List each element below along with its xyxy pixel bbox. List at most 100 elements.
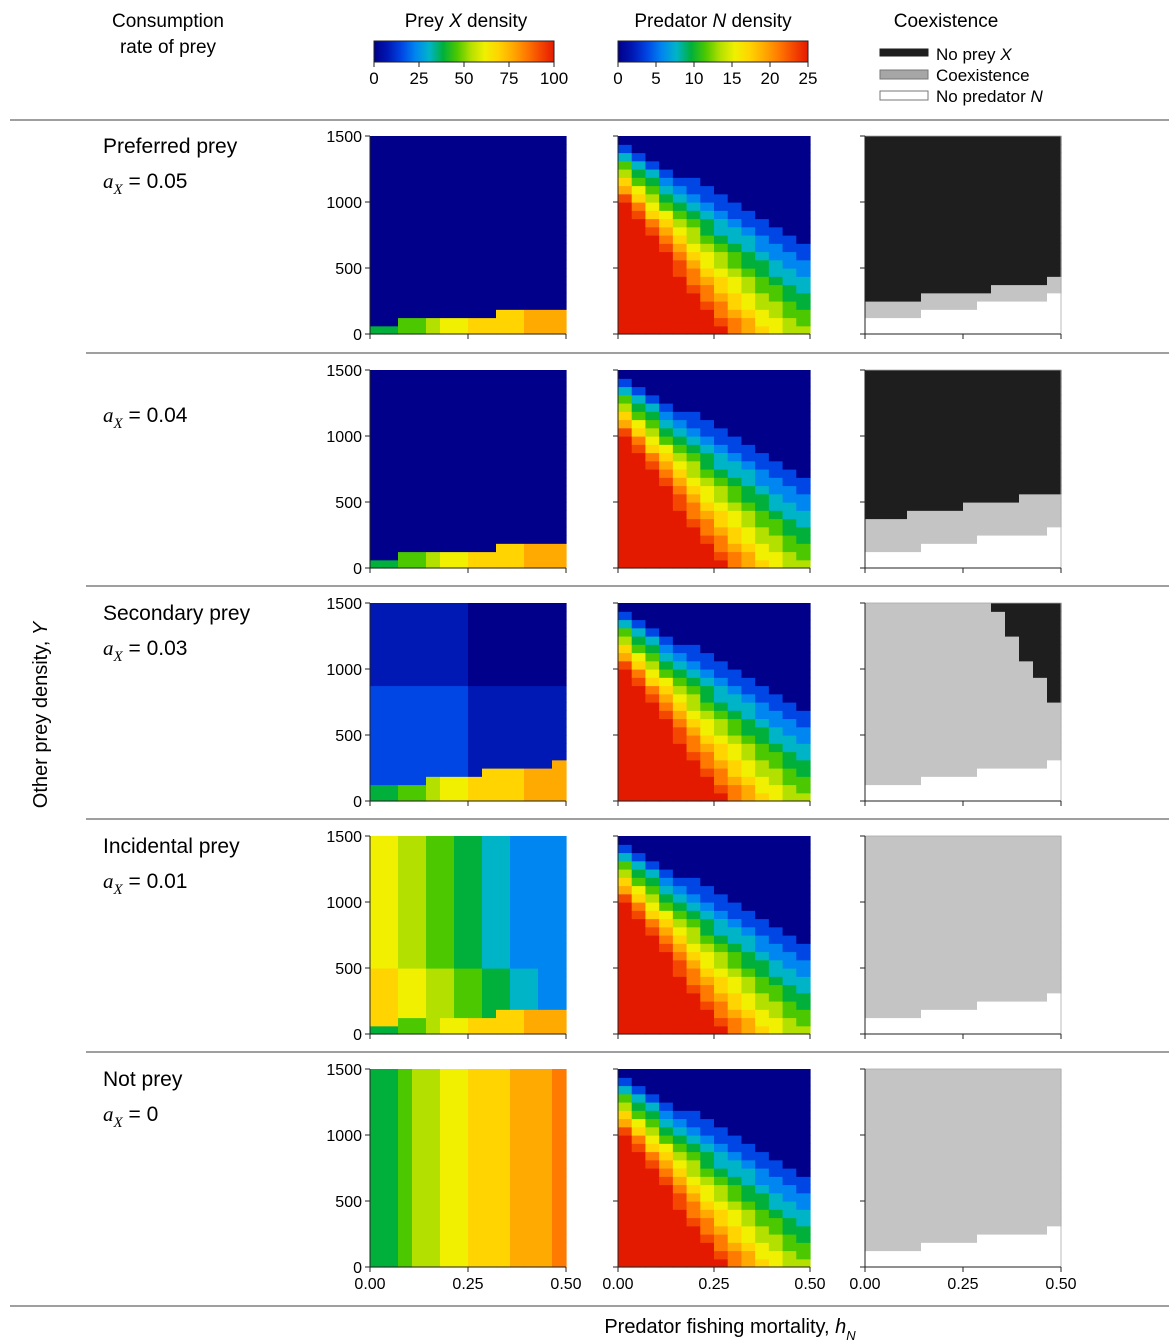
heatmap-cell	[524, 152, 539, 162]
heatmap-cell	[454, 702, 469, 711]
heatmap-cell	[1005, 136, 1020, 145]
heatmap-cell	[510, 935, 525, 944]
heatmap-cell	[412, 325, 427, 335]
heatmap-cell	[921, 776, 936, 786]
heatmap-cell	[686, 1250, 701, 1260]
y-tick-label: 1000	[326, 1128, 362, 1145]
heatmap-cell	[714, 1192, 729, 1202]
heatmap-cell	[440, 1135, 455, 1144]
heatmap-cell	[1005, 852, 1020, 862]
heatmap-cell	[949, 959, 964, 969]
heatmap-cell	[468, 436, 483, 445]
heatmap-cell	[659, 218, 674, 228]
heatmap-cell	[907, 959, 922, 969]
heatmap-cell	[631, 844, 647, 854]
heatmap-cell	[963, 386, 978, 396]
heatmap-cell	[700, 1025, 715, 1035]
heatmap-cell	[454, 403, 469, 412]
heatmap-cell	[727, 226, 743, 236]
heatmap-cell	[755, 251, 770, 261]
heatmap-cell	[768, 1126, 784, 1136]
ax-symbol: a	[103, 636, 114, 660]
heatmap-cell	[538, 411, 553, 421]
heatmap-cell	[631, 877, 647, 887]
heatmap-cell	[977, 510, 992, 520]
heatmap-cell	[524, 784, 539, 794]
heatmap-cell	[686, 259, 701, 269]
heatmap-cell	[426, 284, 441, 294]
heatmap-cell	[727, 1025, 743, 1035]
heatmap-cell	[538, 152, 553, 162]
heatmap-cell	[714, 976, 729, 986]
heatmap-cell	[714, 1001, 729, 1010]
heatmap-cell	[482, 1201, 497, 1210]
heatmap-cell	[879, 918, 894, 928]
heatmap-cell	[398, 844, 413, 854]
heatmap-cell	[949, 636, 964, 645]
heatmap-cell	[935, 309, 950, 319]
heatmap-cell	[398, 169, 413, 178]
heatmap-cell	[935, 644, 950, 654]
heatmap-cell	[879, 370, 894, 379]
heatmap-cell	[454, 243, 469, 253]
heatmap-cell	[865, 603, 880, 612]
heatmap-cell	[482, 485, 497, 495]
heatmap-cell	[538, 619, 553, 629]
heatmap-cell	[865, 1184, 880, 1194]
heatmap-cell	[1005, 510, 1020, 520]
heatmap-cell	[496, 792, 511, 802]
heatmap-cell	[618, 169, 633, 178]
heatmap-cell	[412, 444, 427, 454]
heatmap-cell	[631, 976, 647, 986]
heatmap-cell	[782, 436, 797, 445]
heatmap-cell	[510, 1093, 525, 1103]
heatmap-cell	[496, 893, 511, 903]
heatmap-cell	[1033, 160, 1048, 170]
heatmap-cell	[672, 611, 688, 621]
heatmap-cell	[510, 877, 525, 887]
heatmap-cell	[468, 1118, 483, 1128]
heatmap-cell	[907, 885, 922, 895]
heatmap-cell	[631, 1102, 647, 1111]
heatmap-cell	[412, 1242, 427, 1252]
heatmap-cell	[524, 485, 539, 495]
heatmap-cell	[727, 768, 743, 777]
heatmap-cell	[440, 276, 455, 286]
heatmap-cell	[538, 726, 553, 736]
heatmap-cell	[468, 193, 483, 203]
heatmap-cell	[552, 226, 567, 236]
heatmap-cell	[482, 784, 497, 794]
heatmap-cell	[618, 493, 633, 503]
heatmap-cell	[618, 1176, 633, 1186]
heatmap-cell	[865, 902, 880, 911]
heatmap-cell	[1047, 1001, 1062, 1010]
heatmap-cell	[1033, 611, 1048, 621]
heatmap-cell	[949, 235, 964, 244]
heatmap-cell	[659, 510, 674, 520]
heatmap-cell	[935, 226, 950, 236]
heatmap-cell	[672, 735, 688, 744]
heatmap-cell	[440, 935, 455, 944]
heatmap-cell	[398, 669, 413, 678]
heatmap-cell	[893, 136, 908, 145]
heatmap-cell	[645, 136, 660, 145]
heatmap-cell	[879, 1017, 894, 1027]
heatmap-cell	[468, 726, 483, 736]
heatmap-cell	[991, 301, 1006, 310]
heatmap-cell	[686, 394, 701, 404]
heatmap-cell	[552, 477, 567, 487]
heatmap-cell	[768, 768, 784, 777]
heatmap-cell	[1047, 926, 1062, 936]
heatmap-cell	[1033, 152, 1048, 162]
heatmap-cell	[907, 460, 922, 470]
heatmap-cell	[714, 169, 729, 178]
heatmap-cell	[384, 251, 399, 261]
heatmap-cell	[935, 460, 950, 470]
heatmap-cell	[412, 559, 427, 569]
heatmap-cell	[768, 603, 784, 612]
heatmap-cell	[398, 526, 413, 536]
heatmap-cell	[741, 510, 756, 520]
heatmap-cell	[645, 276, 660, 286]
heatmap-cell	[755, 301, 770, 310]
heatmap-cell	[714, 543, 729, 553]
